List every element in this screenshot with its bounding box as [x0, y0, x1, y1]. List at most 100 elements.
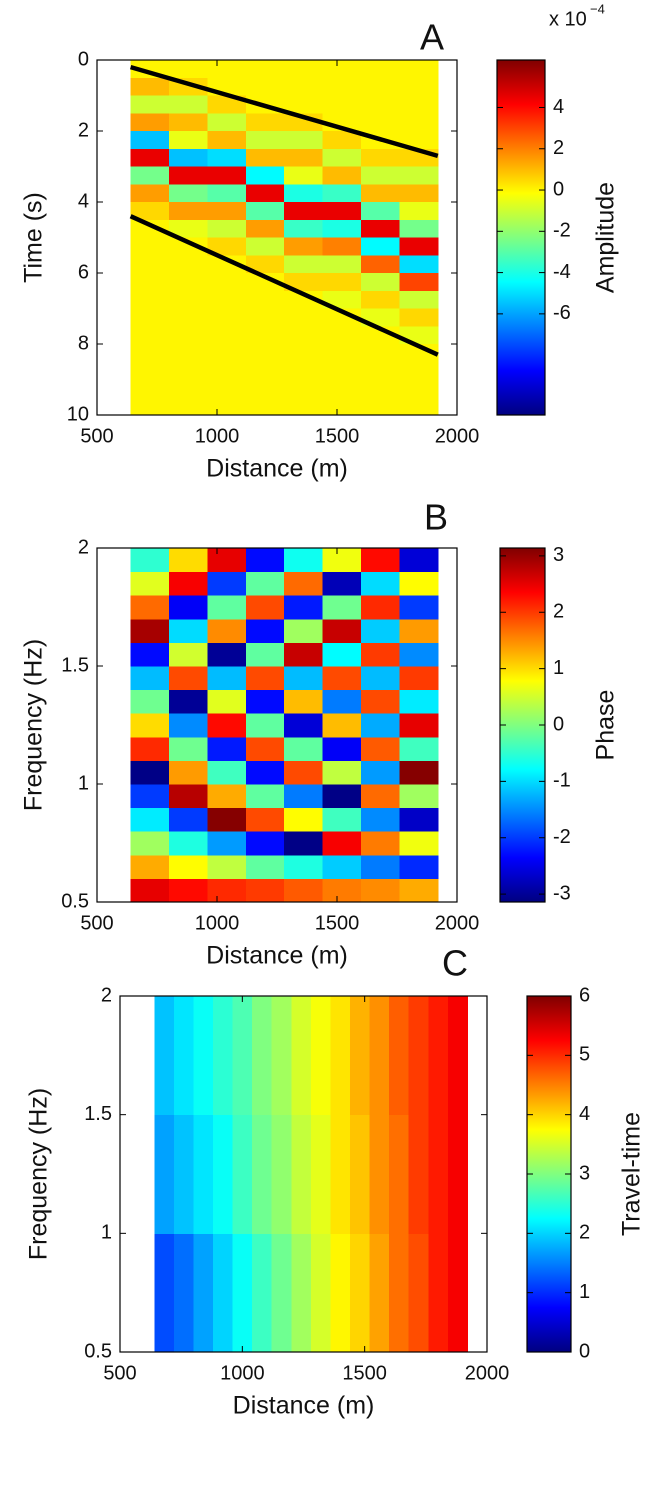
heatmap-cell — [207, 642, 247, 667]
heatmap-cell — [130, 713, 170, 738]
heatmap-cell — [169, 273, 208, 292]
heatmap-cell — [130, 77, 170, 96]
heatmap-cell — [207, 595, 247, 620]
heatmap-cell — [399, 237, 439, 256]
heatmap-cell — [399, 618, 439, 643]
heatmap-cell — [322, 379, 362, 398]
y-axis-label: Frequency (Hz) — [20, 639, 48, 811]
heatmap-cell — [252, 996, 273, 1116]
heatmap-cell — [322, 666, 362, 691]
heatmap-cell — [207, 326, 247, 345]
heatmap-cell — [284, 202, 324, 221]
x-tick-label: 500 — [80, 425, 113, 447]
heatmap-cell — [428, 1233, 449, 1352]
heatmap-cell — [399, 397, 439, 415]
heatmap-cell — [399, 807, 439, 832]
x-tick-label: 1000 — [195, 425, 240, 447]
heatmap-cell — [207, 148, 247, 167]
heatmap-cell — [130, 326, 170, 345]
heatmap-cell — [284, 148, 324, 167]
heatmap-cell — [169, 326, 208, 345]
heatmap-cell — [399, 666, 439, 691]
colorbar — [499, 547, 546, 903]
heatmap-cell — [399, 219, 439, 238]
heatmap-cell — [428, 1114, 449, 1234]
heatmap-cell — [361, 878, 400, 902]
heatmap-cell — [207, 379, 247, 398]
heatmap-cell — [130, 379, 170, 398]
heatmap-cell — [284, 95, 324, 114]
axes-box — [96, 59, 458, 416]
heatmap-cell — [399, 308, 439, 327]
heatmap-cell — [284, 344, 324, 363]
heatmap-cell — [207, 807, 247, 832]
heatmap-cell — [447, 996, 468, 1116]
y-tick-label: 0.5 — [84, 1340, 112, 1362]
heatmap-cell — [207, 166, 247, 185]
heatmap-cell — [245, 326, 285, 345]
heatmap-cell — [322, 854, 362, 879]
heatmap-cell — [245, 290, 285, 309]
heatmap-cell — [245, 618, 285, 643]
heatmap-cell — [271, 996, 292, 1116]
heatmap-cell — [207, 854, 247, 879]
heatmap-cell — [399, 202, 439, 221]
heatmap-cell — [252, 1114, 273, 1234]
heatmap-cell — [245, 571, 285, 596]
heatmap-cell — [447, 1114, 468, 1234]
colorbar — [496, 59, 546, 416]
heatmap-cell — [399, 595, 439, 620]
y-axis-label: Time (s) — [20, 192, 48, 283]
heatmap-cell — [245, 666, 285, 691]
heatmap-cell — [322, 713, 362, 738]
colorbar-tick-label: -2 — [553, 826, 571, 848]
heatmap-cell — [207, 60, 247, 79]
heatmap-cell — [169, 166, 208, 185]
x-tick-label: 500 — [80, 912, 113, 934]
heatmap-cell — [207, 666, 247, 691]
heatmap-cell — [169, 713, 208, 738]
heatmap-cell — [284, 760, 324, 785]
x-tick-label: 1000 — [195, 912, 240, 934]
heatmap-cell — [169, 290, 208, 309]
colorbar-tick-label: 0 — [553, 178, 564, 200]
heatmap-cell — [361, 60, 400, 79]
heatmap-cell — [245, 784, 285, 809]
colorbar-tick-label: 1 — [579, 1281, 590, 1303]
heatmap-cell — [322, 255, 362, 274]
heatmap-cell — [130, 166, 170, 185]
colorbar-tick-label: 2 — [553, 601, 564, 623]
colorbar-label: Travel-time — [618, 1112, 646, 1236]
heatmap-cell — [322, 548, 362, 573]
heatmap-cell — [207, 219, 247, 238]
heatmap-cell — [322, 60, 362, 79]
heatmap-cell — [310, 1114, 331, 1234]
heatmap-cell — [322, 326, 362, 345]
heatmap-cell — [169, 60, 208, 79]
heatmap-cell — [284, 77, 324, 96]
heatmap-cell — [245, 131, 285, 150]
heatmap-cell — [284, 571, 324, 596]
heatmap-cell — [245, 595, 285, 620]
heatmap-cell — [245, 273, 285, 292]
heatmap-cell — [245, 255, 285, 274]
heatmap-cell — [207, 760, 247, 785]
heatmap-cell — [169, 344, 208, 363]
heatmap-cell — [245, 689, 285, 714]
heatmap-cell — [284, 784, 324, 809]
heatmap-cell — [245, 166, 285, 185]
y-tick-label: 1 — [101, 1222, 112, 1244]
heatmap-cell — [207, 344, 247, 363]
heatmap-cell — [284, 237, 324, 256]
heatmap-cell — [130, 95, 170, 114]
heatmap-cell — [169, 854, 208, 879]
heatmap-cell — [169, 379, 208, 398]
heatmap-cell — [130, 595, 170, 620]
heatmap-cell — [169, 831, 208, 856]
heatmap-cell — [284, 308, 324, 327]
heatmap-cell — [169, 642, 208, 667]
heatmap-cell — [361, 113, 400, 132]
heatmap-cell — [245, 713, 285, 738]
heatmap-cell — [169, 255, 208, 274]
heatmap-cells — [130, 548, 439, 902]
